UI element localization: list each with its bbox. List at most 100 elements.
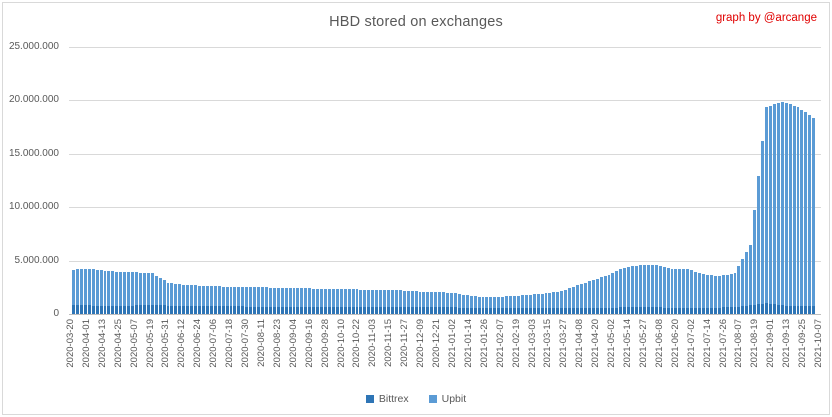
legend: Bittrex Upbit — [3, 393, 829, 405]
bar-segment-upbit — [702, 273, 705, 308]
bar — [351, 47, 355, 314]
bar-segment-bittrex — [261, 306, 264, 314]
bar — [591, 47, 595, 314]
bar — [646, 47, 650, 314]
bar — [768, 47, 772, 314]
bar-segment-bittrex — [583, 307, 587, 314]
bar — [446, 47, 449, 314]
bar-segment-bittrex — [639, 307, 642, 314]
bar — [772, 47, 776, 314]
bar-segment-upbit — [481, 296, 485, 308]
bar-segment-upbit — [540, 293, 544, 308]
y-tick-label: 0 — [53, 308, 59, 319]
bar-segment-upbit — [493, 296, 497, 308]
x-tick-label: 2020-07-18 — [224, 319, 236, 368]
legend-swatch-upbit — [428, 395, 437, 403]
bar — [410, 47, 414, 314]
bar-segment-bittrex — [765, 303, 768, 314]
bar-segment-bittrex — [347, 307, 351, 314]
bar-segment-bittrex — [761, 303, 764, 314]
bar-segment-upbit — [623, 267, 627, 308]
bar — [390, 47, 394, 314]
bar-segment-bittrex — [107, 305, 111, 314]
bar-segment-bittrex — [784, 305, 788, 314]
bar-segment-bittrex — [792, 305, 796, 314]
bar — [115, 47, 119, 314]
bar-segment-upbit — [170, 283, 174, 306]
bar-segment-bittrex — [371, 307, 375, 314]
bar-segment-upbit — [225, 286, 229, 307]
bar-segment-upbit — [808, 115, 812, 306]
bar-segment-upbit — [402, 290, 406, 308]
bar — [194, 47, 197, 314]
bar-segment-bittrex — [237, 306, 241, 314]
bar-segment-bittrex — [461, 307, 465, 314]
x-tick-label: 2021-03-15 — [542, 319, 554, 368]
bar-segment-upbit — [131, 272, 134, 306]
bar-segment-upbit — [670, 268, 674, 308]
bar — [572, 47, 575, 314]
bar-segment-bittrex — [359, 307, 363, 314]
bar — [111, 47, 115, 314]
bar-segment-upbit — [343, 289, 347, 308]
bar — [209, 47, 213, 314]
bar-segment-bittrex — [150, 304, 154, 314]
bar-segment-upbit — [146, 273, 150, 306]
bar — [540, 47, 544, 314]
bar — [650, 47, 654, 314]
bar — [138, 47, 142, 314]
bar — [729, 47, 733, 314]
bar-segment-bittrex — [603, 307, 607, 314]
bar — [170, 47, 174, 314]
bar — [119, 47, 123, 314]
x-tick-label: 2020-11-15 — [383, 319, 395, 367]
x-tick-label: 2021-03-03 — [526, 319, 538, 368]
bar-segment-upbit — [257, 287, 260, 307]
bar — [761, 47, 764, 314]
bar — [682, 47, 686, 314]
bar-segment-upbit — [761, 141, 764, 304]
bar-segment-upbit — [560, 291, 564, 308]
x-tick-label: 2020-04-13 — [96, 319, 108, 368]
gridline — [69, 260, 821, 262]
bar — [217, 47, 221, 314]
bar-segment-upbit — [150, 273, 154, 305]
bar-segment-upbit — [312, 288, 316, 307]
bar — [639, 47, 642, 314]
bar-segment-upbit — [705, 274, 709, 308]
bar-segment-bittrex — [426, 307, 430, 314]
bar-segment-bittrex — [75, 305, 79, 314]
x-tick-label: 2020-09-16 — [303, 319, 315, 368]
bar-segment-bittrex — [442, 307, 446, 314]
bar-segment-upbit — [603, 275, 607, 308]
bar-segment-bittrex — [83, 305, 87, 314]
bar-segment-bittrex — [324, 306, 327, 314]
bar — [477, 47, 481, 314]
bar-segment-upbit — [245, 286, 249, 307]
bar — [91, 47, 95, 314]
x-tick-label: 2020-12-09 — [415, 319, 427, 368]
x-tick-label: 2020-05-19 — [144, 319, 156, 368]
bar-segment-bittrex — [615, 307, 619, 314]
bar-segment-upbit — [241, 286, 245, 307]
bar-segment-bittrex — [469, 307, 473, 314]
bar-segment-upbit — [198, 285, 201, 306]
bar-segment-bittrex — [390, 306, 394, 314]
credit-text: graph by @arcange — [715, 12, 817, 24]
bar-segment-upbit — [327, 289, 331, 307]
bar-segment-bittrex — [757, 304, 761, 314]
bar-segment-upbit — [615, 271, 619, 308]
bar-segment-upbit — [524, 295, 528, 308]
bar — [556, 47, 560, 314]
bar — [292, 47, 296, 314]
bar — [757, 47, 761, 314]
bar — [595, 47, 599, 314]
bar-segment-bittrex — [611, 307, 615, 314]
bar — [627, 47, 631, 314]
bar-segment-bittrex — [694, 307, 698, 314]
x-tick-label: 2021-03-27 — [558, 319, 570, 368]
legend-item-upbit: Upbit — [428, 393, 466, 405]
bar-segment-upbit — [662, 267, 666, 308]
bar-segment-upbit — [142, 272, 146, 306]
bar-segment-bittrex — [524, 307, 528, 314]
